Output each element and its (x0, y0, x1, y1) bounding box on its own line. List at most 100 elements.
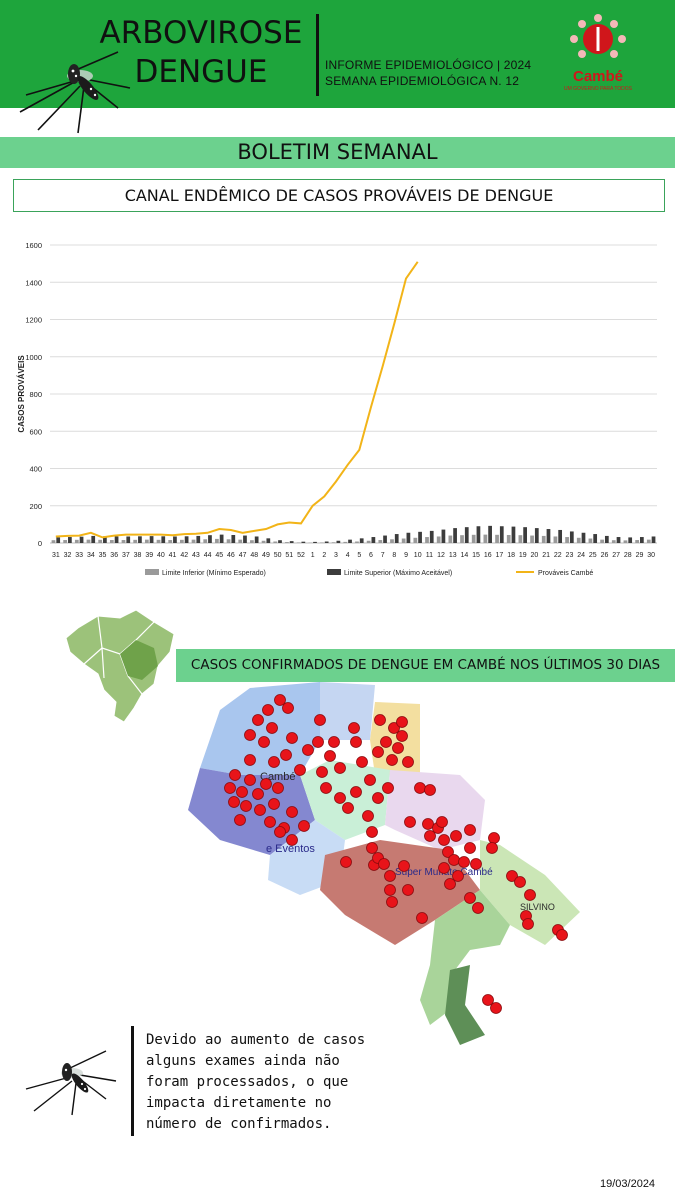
x-tick-label: 38 (134, 552, 142, 559)
publication-date: 19/03/2024 (600, 1178, 656, 1190)
bar-limite-superior (639, 537, 644, 543)
x-tick-label: 31 (52, 552, 60, 559)
bar-limite-superior (278, 540, 282, 543)
x-tick-label: 52 (297, 552, 305, 559)
y-tick-label: 1200 (25, 316, 42, 325)
x-tick-label: 9 (404, 552, 408, 559)
bar-limite-inferior (63, 540, 68, 543)
bar-limite-superior (569, 531, 574, 543)
bar-limite-superior (126, 536, 131, 543)
bar-limite-inferior (86, 539, 91, 543)
bar-limite-superior (301, 541, 306, 543)
bar-limite-superior (499, 526, 504, 543)
bar-limite-inferior (623, 540, 628, 543)
region-northwest (200, 682, 320, 775)
header-title-line1: ARBOVIROSE (99, 15, 303, 51)
bar-limite-inferior (74, 539, 79, 543)
x-tick-label: 39 (145, 552, 153, 559)
x-tick-label: 11 (426, 552, 433, 559)
bar-limite-inferior (600, 539, 604, 543)
x-tick-label: 45 (215, 552, 223, 559)
y-tick-label: 600 (29, 427, 42, 436)
bar-limite-superior (56, 537, 61, 543)
x-tick-label: 42 (180, 552, 188, 559)
header-info-line2: SEMANA EPIDEMIOLÓGICA N. 12 (325, 74, 520, 88)
bar-limite-superior (429, 530, 434, 543)
legend-swatch (327, 569, 341, 575)
bar-limite-superior (114, 536, 119, 543)
logo-subtext: UM GOVERNO PARA TODOS (563, 86, 633, 92)
bar-limite-superior (91, 535, 96, 543)
bar-limite-superior (546, 529, 551, 543)
x-tick-label: 6 (369, 552, 373, 559)
bar-limite-inferior (413, 537, 418, 543)
bar-limite-superior (616, 537, 621, 543)
header: ARBOVIROSE DENGUE INFORME EPIDEMIOLÓGICO… (0, 0, 675, 134)
header-title-line2: DENGUE (134, 54, 268, 90)
y-axis-label: CASOS PROVÁVEIS (17, 355, 26, 433)
bar-limite-inferior (355, 541, 359, 543)
bar-limite-inferior (646, 539, 651, 543)
bar-limite-superior (173, 536, 177, 543)
x-tick-label: 30 (647, 552, 655, 559)
x-tick-label: 13 (449, 552, 457, 559)
x-tick-label: 5 (357, 552, 361, 559)
bar-limite-inferior (553, 536, 558, 543)
bar-limite-superior (464, 527, 469, 543)
bar-limite-superior (604, 535, 609, 543)
bar-limite-inferior (51, 540, 56, 543)
bar-limite-superior (394, 534, 399, 543)
bar-limite-superior (289, 541, 294, 543)
bar-limite-inferior (168, 540, 173, 543)
x-tick-label: 27 (612, 552, 620, 559)
bar-limite-superior (523, 527, 527, 543)
cambe-logo-icon (570, 14, 626, 58)
x-tick-label: 43 (192, 552, 200, 559)
bar-limite-superior (336, 540, 341, 543)
x-tick-label: 14 (460, 552, 468, 559)
map-title: CASOS CONFIRMADOS DE DENGUE EM CAMBÉ NOS… (176, 649, 675, 682)
bar-limite-superior (231, 534, 236, 543)
x-tick-label: 22 (554, 552, 562, 559)
bar-limite-superior (581, 532, 586, 543)
bar-limite-superior (208, 535, 212, 543)
x-tick-label: 4 (346, 552, 350, 559)
boletim-banner: BOLETIM SEMANAL (0, 137, 675, 168)
y-tick-label: 1000 (25, 353, 42, 362)
bar-limite-superior (558, 529, 563, 543)
bar-limite-superior (68, 537, 72, 543)
bar-limite-inferior (191, 539, 196, 543)
bar-limite-superior (418, 531, 422, 543)
header-info: INFORME EPIDEMIOLÓGICO | 2024 SEMANA EPI… (325, 57, 531, 89)
x-tick-label: 7 (381, 552, 385, 559)
x-tick-label: 24 (577, 552, 585, 559)
x-tick-label: 37 (122, 552, 130, 559)
bar-limite-superior (371, 537, 376, 543)
y-tick-label: 400 (29, 465, 42, 474)
x-tick-label: 33 (75, 552, 83, 559)
bar-limite-superior (476, 526, 481, 543)
x-tick-label: 41 (169, 552, 177, 559)
bar-limite-inferior (576, 537, 581, 543)
bar-limite-superior (266, 538, 271, 543)
bar-limite-superior (184, 536, 189, 543)
x-tick-label: 12 (437, 552, 445, 559)
note-text: Devido ao aumento de casos alguns exames… (146, 1032, 366, 1132)
chart-title: CANAL ENDÊMICO DE CASOS PROVÁVEIS DE DEN… (13, 179, 665, 212)
header-info-line1: INFORME EPIDEMIOLÓGICO | 2024 (325, 58, 532, 72)
x-tick-label: 26 (601, 552, 609, 559)
x-tick-label: 48 (250, 552, 258, 559)
bar-limite-inferior (448, 535, 453, 543)
bar-limite-inferior (565, 537, 569, 543)
bar-limite-inferior (238, 539, 243, 543)
x-tick-label: 47 (239, 552, 247, 559)
x-tick-label: 3 (334, 552, 338, 559)
map-label-eventos: e Eventos (266, 843, 315, 855)
mosquito-icon (19, 51, 131, 134)
bar-limite-inferior (611, 540, 616, 543)
map-label-silvino: SILVINO (520, 902, 555, 912)
bar-limite-superior (348, 539, 352, 543)
bar-limite-superior (138, 536, 142, 543)
bar-limite-inferior (250, 540, 254, 543)
bar-limite-inferior (261, 540, 266, 543)
